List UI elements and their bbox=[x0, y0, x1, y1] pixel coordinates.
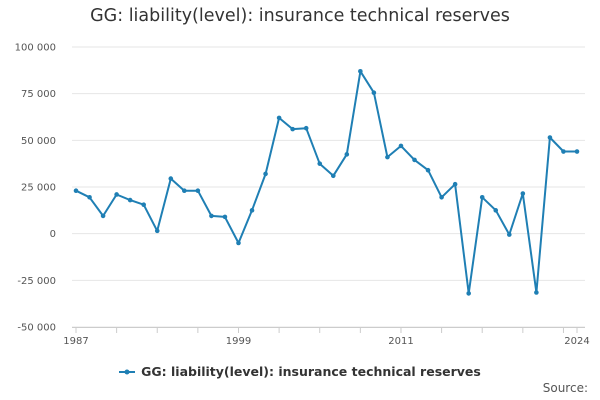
data-point[interactable] bbox=[439, 194, 444, 200]
y-tick-label: 75 000 bbox=[21, 89, 56, 100]
data-point[interactable] bbox=[168, 176, 174, 181]
y-tick-label: -25 000 bbox=[17, 276, 56, 287]
data-point[interactable] bbox=[249, 208, 255, 213]
data-point[interactable] bbox=[330, 173, 336, 179]
data-point[interactable] bbox=[385, 154, 390, 160]
data-point[interactable] bbox=[141, 202, 147, 208]
data-point[interactable] bbox=[114, 192, 119, 197]
data-point[interactable] bbox=[506, 232, 512, 237]
x-tick-label: 1999 bbox=[226, 336, 251, 347]
y-tick-label: 100 000 bbox=[15, 43, 56, 54]
data-point[interactable] bbox=[344, 152, 350, 157]
series-line[interactable] bbox=[75, 70, 577, 295]
data-point[interactable] bbox=[425, 167, 431, 173]
data-point[interactable] bbox=[263, 171, 268, 177]
x-tick-label: 2024 bbox=[564, 336, 589, 347]
data-point[interactable] bbox=[127, 197, 133, 203]
data-point[interactable] bbox=[182, 188, 187, 194]
legend-label: GG: liability(level): insurance technica… bbox=[141, 364, 481, 379]
data-point[interactable] bbox=[236, 240, 241, 246]
x-tick-label: 1987 bbox=[63, 336, 88, 347]
data-point[interactable] bbox=[479, 194, 485, 200]
series-layer bbox=[73, 68, 580, 296]
source-label: Source: bbox=[542, 381, 588, 395]
chart-title: GG: liability(level): insurance technica… bbox=[90, 6, 510, 26]
legend[interactable]: GG: liability(level): insurance technica… bbox=[0, 364, 600, 379]
data-point[interactable] bbox=[452, 181, 458, 187]
data-point[interactable] bbox=[547, 135, 553, 140]
data-point[interactable] bbox=[534, 290, 539, 295]
data-point[interactable] bbox=[561, 149, 566, 154]
data-point[interactable] bbox=[398, 143, 404, 149]
y-tick-label: 0 bbox=[50, 229, 56, 240]
x-axis: 1987 1999 2011 2024 bbox=[63, 327, 590, 347]
y-tick-label: -50 000 bbox=[17, 323, 56, 334]
y-axis: -50 000 -25 000 0 25 000 50 000 75 000 100 000 bbox=[15, 43, 56, 334]
data-point[interactable] bbox=[209, 213, 214, 219]
data-point[interactable] bbox=[303, 125, 309, 131]
data-point[interactable] bbox=[574, 149, 580, 154]
data-point[interactable] bbox=[195, 188, 201, 194]
x-tick-label: 2011 bbox=[388, 336, 413, 347]
y-tick-label: 25 000 bbox=[21, 183, 56, 194]
data-point[interactable] bbox=[73, 188, 79, 194]
y-tick-label: 50 000 bbox=[21, 136, 56, 147]
data-point[interactable] bbox=[371, 90, 377, 96]
data-point[interactable] bbox=[317, 161, 323, 166]
data-point[interactable] bbox=[466, 291, 471, 296]
data-point[interactable] bbox=[100, 213, 106, 219]
data-point[interactable] bbox=[358, 68, 363, 74]
data-point[interactable] bbox=[87, 194, 92, 200]
data-point[interactable] bbox=[276, 115, 282, 121]
data-point[interactable] bbox=[222, 214, 228, 220]
data-point[interactable] bbox=[493, 208, 499, 213]
legend-line-marker-icon bbox=[119, 369, 136, 374]
data-point[interactable] bbox=[154, 228, 160, 234]
data-point[interactable] bbox=[520, 191, 526, 196]
data-point[interactable] bbox=[290, 126, 295, 132]
grid-lines bbox=[72, 46, 585, 328]
data-point[interactable] bbox=[412, 157, 417, 163]
